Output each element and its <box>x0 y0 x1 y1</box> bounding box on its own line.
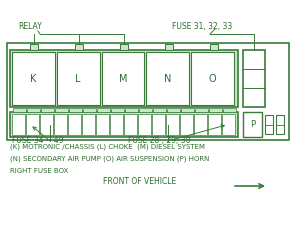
Text: FUSE 31, 32, 33: FUSE 31, 32, 33 <box>172 22 232 31</box>
FancyBboxPatch shape <box>26 108 40 112</box>
Text: RIGHT FUSE BOX: RIGHT FUSE BOX <box>10 168 68 174</box>
FancyBboxPatch shape <box>75 44 83 50</box>
FancyBboxPatch shape <box>243 112 262 137</box>
Text: P: P <box>250 120 255 129</box>
FancyBboxPatch shape <box>152 108 166 112</box>
FancyBboxPatch shape <box>194 108 208 112</box>
Text: (K) MOTRONIC /CHASSIS (L) CHOKE  (M) DIESEL SYSTEM: (K) MOTRONIC /CHASSIS (L) CHOKE (M) DIES… <box>10 144 205 151</box>
FancyBboxPatch shape <box>276 115 284 134</box>
FancyBboxPatch shape <box>165 44 173 50</box>
FancyBboxPatch shape <box>82 108 95 112</box>
FancyBboxPatch shape <box>10 50 238 107</box>
FancyBboxPatch shape <box>208 114 221 135</box>
FancyBboxPatch shape <box>68 108 82 112</box>
FancyBboxPatch shape <box>166 114 179 135</box>
FancyBboxPatch shape <box>13 108 26 112</box>
Text: FUSE 28 , 29, 30: FUSE 28 , 29, 30 <box>128 136 190 145</box>
Text: FUSE 34 -- 49: FUSE 34 -- 49 <box>12 136 64 145</box>
FancyBboxPatch shape <box>194 114 207 135</box>
FancyBboxPatch shape <box>55 108 68 112</box>
FancyBboxPatch shape <box>10 112 238 137</box>
FancyBboxPatch shape <box>120 44 128 50</box>
FancyBboxPatch shape <box>138 114 151 135</box>
Text: K: K <box>30 74 37 83</box>
FancyBboxPatch shape <box>57 52 100 105</box>
Text: N: N <box>164 74 172 83</box>
FancyBboxPatch shape <box>26 114 39 135</box>
FancyBboxPatch shape <box>12 114 25 135</box>
FancyBboxPatch shape <box>243 50 265 107</box>
FancyBboxPatch shape <box>180 114 193 135</box>
FancyBboxPatch shape <box>181 108 194 112</box>
Text: FRONT OF VEHICLE: FRONT OF VEHICLE <box>103 177 176 186</box>
FancyBboxPatch shape <box>208 108 221 112</box>
Text: L: L <box>76 74 81 83</box>
FancyBboxPatch shape <box>146 52 189 105</box>
FancyBboxPatch shape <box>191 52 234 105</box>
Text: O: O <box>209 74 216 83</box>
FancyBboxPatch shape <box>210 44 218 50</box>
FancyBboxPatch shape <box>54 114 67 135</box>
FancyBboxPatch shape <box>110 108 124 112</box>
FancyBboxPatch shape <box>102 52 144 105</box>
FancyBboxPatch shape <box>40 114 53 135</box>
FancyBboxPatch shape <box>265 115 273 134</box>
Text: (N) SECONDARY AIR PUMP (O) AIR SUSPENSION (P) HORN: (N) SECONDARY AIR PUMP (O) AIR SUSPENSIO… <box>10 156 209 162</box>
FancyBboxPatch shape <box>152 114 165 135</box>
FancyBboxPatch shape <box>30 44 38 50</box>
FancyBboxPatch shape <box>167 108 179 112</box>
FancyBboxPatch shape <box>222 114 235 135</box>
FancyBboxPatch shape <box>124 114 137 135</box>
FancyBboxPatch shape <box>96 114 109 135</box>
FancyBboxPatch shape <box>110 114 123 135</box>
Text: RELAY: RELAY <box>18 22 42 31</box>
FancyBboxPatch shape <box>97 108 110 112</box>
FancyBboxPatch shape <box>124 108 137 112</box>
FancyBboxPatch shape <box>82 114 95 135</box>
FancyBboxPatch shape <box>139 108 152 112</box>
FancyBboxPatch shape <box>68 114 81 135</box>
FancyBboxPatch shape <box>223 108 236 112</box>
FancyBboxPatch shape <box>40 108 53 112</box>
FancyBboxPatch shape <box>12 52 55 105</box>
Text: M: M <box>119 74 127 83</box>
